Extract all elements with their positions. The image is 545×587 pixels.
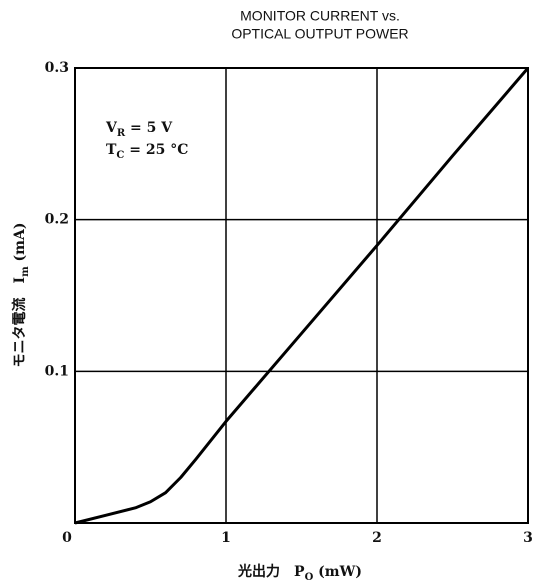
y-tick-label: 0.3 xyxy=(45,60,69,76)
y-tick-label: 0.1 xyxy=(45,363,69,379)
annotation-rest: = 25 °C xyxy=(124,142,188,158)
y-axis-label-main: モニタ電流 I xyxy=(11,277,28,368)
x-tick-label: 1 xyxy=(221,530,231,546)
chart-title: OPTICAL OUTPUT POWER xyxy=(231,26,408,42)
x-tick-label: 3 xyxy=(523,530,533,546)
annotation: TC = 25 °C xyxy=(106,142,188,161)
x-tick-label: 0 xyxy=(62,530,72,546)
annotation: VR = 5 V xyxy=(105,120,173,139)
y-axis-label: モニタ電流 Im (mA) xyxy=(11,223,31,368)
y-axis-label-rest: (mA) xyxy=(12,223,28,267)
x-axis-label-main: 光出力 P xyxy=(237,563,305,580)
annotation-rest: = 5 V xyxy=(125,120,173,136)
chart: MONITOR CURRENT vs. OPTICAL OUTPUT POWER… xyxy=(0,0,545,587)
y-axis-label-sub: m xyxy=(20,266,31,277)
x-tick-label: 2 xyxy=(372,530,382,546)
x-axis-label-sub: O xyxy=(305,572,314,583)
x-axis-label: 光出力 PO (mW) xyxy=(237,563,362,583)
annotation-main: T xyxy=(106,142,117,158)
y-tick-label: 0.2 xyxy=(45,212,69,228)
chart-title: MONITOR CURRENT vs. xyxy=(240,8,400,24)
annotation-sub: C xyxy=(116,150,124,161)
plot-frame xyxy=(75,68,528,523)
x-axis-label-rest: (mW) xyxy=(313,564,362,580)
data-line xyxy=(75,68,528,523)
